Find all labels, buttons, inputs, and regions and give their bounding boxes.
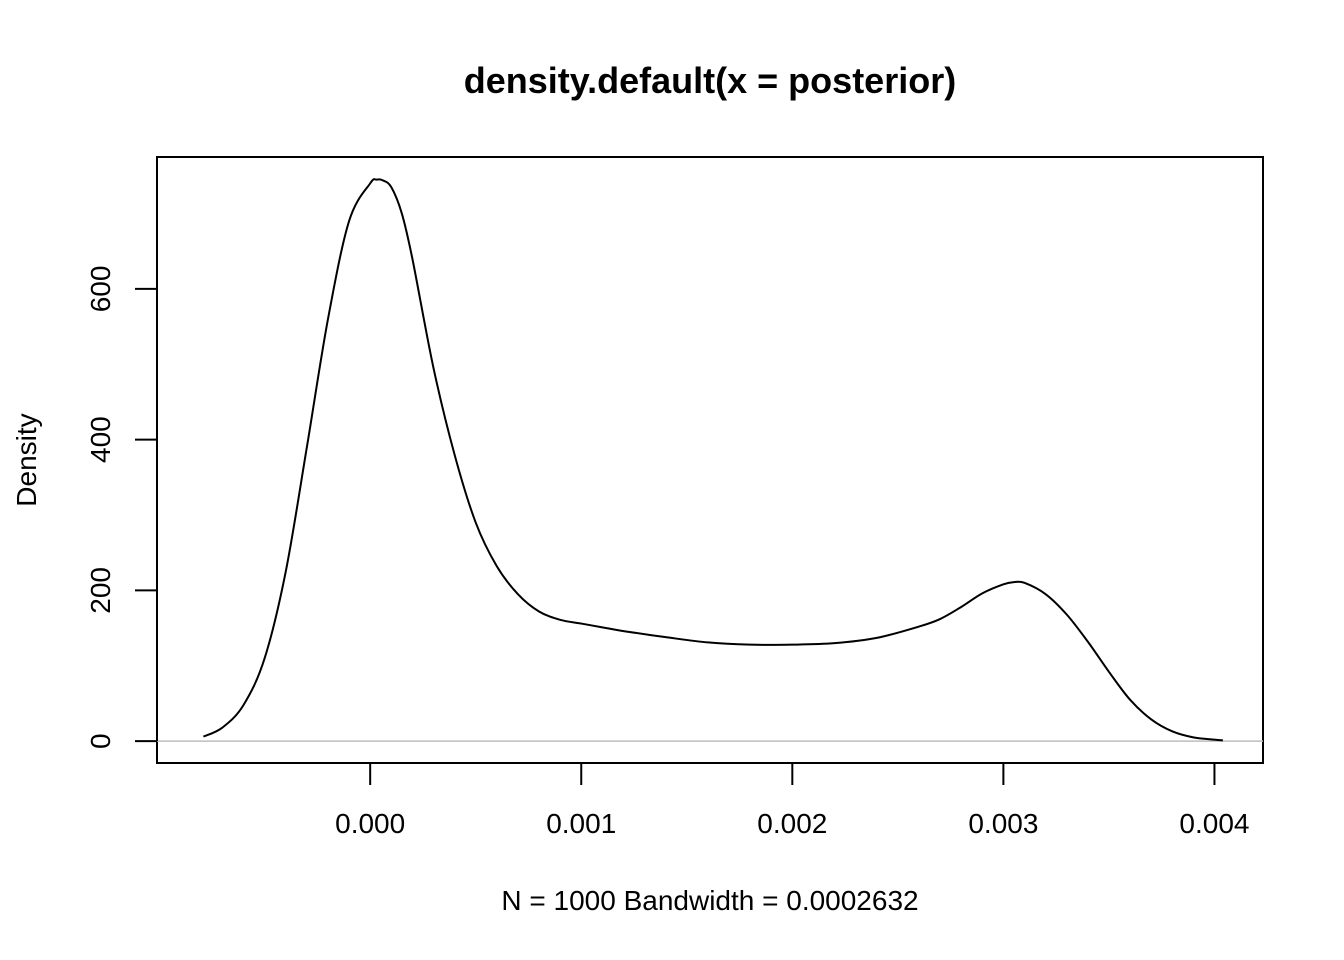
x-axis-label: N = 1000 Bandwidth = 0.0002632 — [501, 885, 918, 916]
x-tick-label: 0.001 — [546, 808, 616, 839]
x-tick-label: 0.003 — [968, 808, 1038, 839]
y-tick-label: 400 — [85, 416, 116, 463]
x-axis: 0.000 0.001 0.002 0.003 0.004 — [335, 762, 1249, 839]
y-tick-label: 0 — [85, 733, 116, 749]
x-tick-label: 0.002 — [757, 808, 827, 839]
density-curve — [203, 178, 1223, 742]
x-tick-label: 0.000 — [335, 808, 405, 839]
y-tick-label: 200 — [85, 567, 116, 614]
y-axis-label: Density — [11, 413, 42, 506]
x-tick-label: 0.004 — [1179, 808, 1249, 839]
plot-frame — [156, 156, 1264, 764]
chart-title: density.default(x = posterior) — [464, 60, 956, 101]
y-axis: 0 200 400 600 — [85, 266, 158, 749]
y-tick-label: 600 — [85, 266, 116, 313]
